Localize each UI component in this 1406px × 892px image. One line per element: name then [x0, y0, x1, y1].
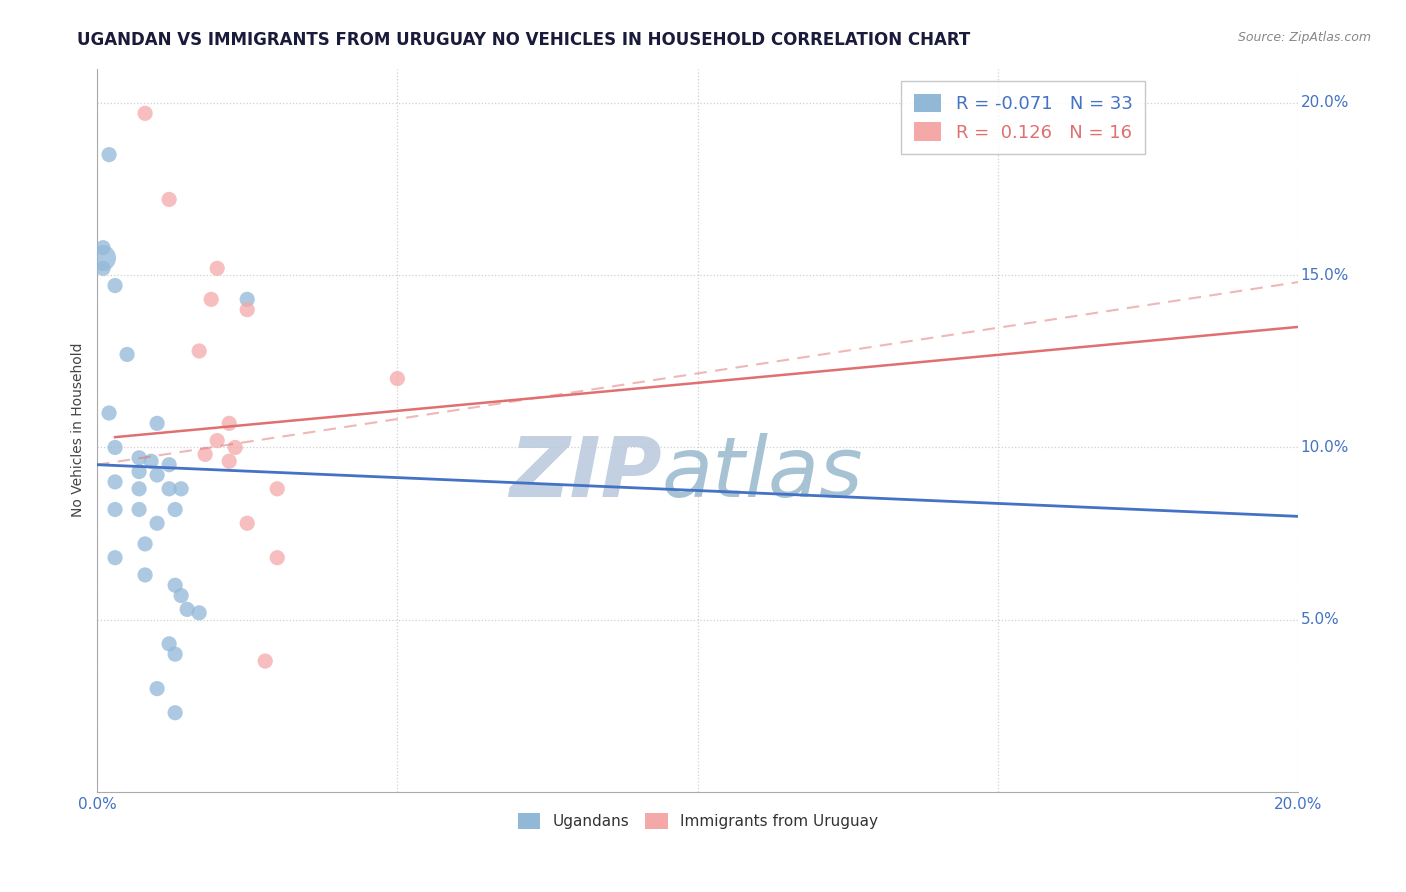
Text: 15.0%: 15.0%: [1301, 268, 1348, 283]
Point: [165, 578, 187, 592]
Point: [266, 550, 288, 565]
Text: UGANDAN VS IMMIGRANTS FROM URUGUAY NO VEHICLES IN HOUSEHOLD CORRELATION CHART: UGANDAN VS IMMIGRANTS FROM URUGUAY NO VE…: [77, 31, 970, 49]
Point: [194, 447, 217, 461]
Point: [134, 568, 156, 582]
Point: [165, 502, 187, 516]
Point: [170, 589, 193, 603]
Point: [205, 434, 228, 448]
Point: [176, 602, 198, 616]
Point: [188, 344, 211, 359]
Point: [98, 147, 121, 161]
Point: [218, 417, 240, 431]
Text: 20.0%: 20.0%: [1301, 95, 1348, 111]
Point: [146, 468, 169, 483]
Point: [387, 371, 409, 385]
Point: [236, 293, 259, 307]
Point: [128, 450, 150, 465]
Point: [91, 241, 114, 255]
Text: Source: ZipAtlas.com: Source: ZipAtlas.com: [1237, 31, 1371, 45]
Text: 10.0%: 10.0%: [1301, 440, 1348, 455]
Point: [188, 606, 211, 620]
Y-axis label: No Vehicles in Household: No Vehicles in Household: [72, 343, 86, 517]
Legend: Ugandans, Immigrants from Uruguay: Ugandans, Immigrants from Uruguay: [512, 806, 884, 835]
Point: [128, 482, 150, 496]
Point: [104, 475, 127, 489]
Point: [157, 193, 180, 207]
Point: [139, 454, 162, 468]
Text: 5.0%: 5.0%: [1301, 612, 1340, 627]
Point: [254, 654, 277, 668]
Point: [128, 502, 150, 516]
Point: [165, 647, 187, 661]
Point: [128, 465, 150, 479]
Point: [104, 441, 127, 455]
Point: [146, 681, 169, 696]
Point: [224, 441, 246, 455]
Point: [205, 261, 228, 276]
Point: [115, 347, 138, 361]
Point: [200, 293, 222, 307]
Text: ZIP: ZIP: [509, 434, 662, 514]
Point: [266, 482, 288, 496]
Text: atlas: atlas: [662, 434, 863, 514]
Point: [104, 550, 127, 565]
Point: [91, 251, 114, 265]
Point: [236, 516, 259, 531]
Point: [218, 454, 240, 468]
Point: [236, 302, 259, 317]
Point: [165, 706, 187, 720]
Point: [134, 537, 156, 551]
Point: [134, 106, 156, 120]
Point: [157, 637, 180, 651]
Point: [146, 417, 169, 431]
Point: [157, 482, 180, 496]
Point: [170, 482, 193, 496]
Point: [91, 261, 114, 276]
Point: [146, 516, 169, 531]
Point: [104, 278, 127, 293]
Point: [104, 502, 127, 516]
Point: [157, 458, 180, 472]
Point: [98, 406, 121, 420]
